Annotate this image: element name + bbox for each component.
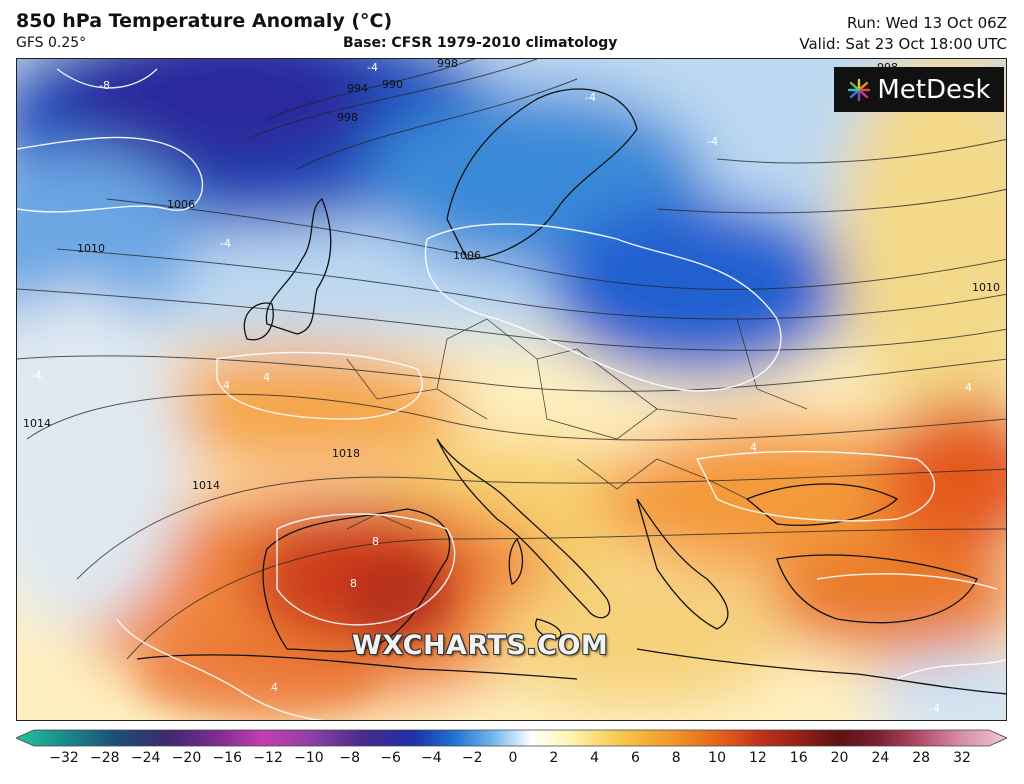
country-borders <box>346 318 808 530</box>
colorbar-tick-label: 4 <box>590 750 600 766</box>
metdesk-logo-text: MetDesk <box>877 74 991 105</box>
colorbar-tick-label: −16 <box>212 750 243 766</box>
isobar-lines <box>17 59 1006 660</box>
anomaly-label: -4 <box>929 702 940 715</box>
anomaly-label: -4 <box>585 91 596 104</box>
colorbar-ramp <box>15 729 1008 747</box>
run-time-label: Run: Wed 13 Oct 06Z <box>847 14 1007 32</box>
colorbar-tick-label: −6 <box>380 750 401 766</box>
anomaly-label-group: -8 -4 -4 -4 -4 -4 4 4 8 8 4 4 4 -4 <box>31 61 972 715</box>
colorbar-tick-label: 6 <box>630 750 640 766</box>
wxcharts-watermark: WXCHARTS.COM <box>352 630 609 661</box>
colorbar-tick-label: −10 <box>294 750 324 766</box>
map-canvas: 998 994 990 998 1006 1010 1006 1014 1018… <box>17 59 1006 720</box>
colorbar-tick-label: 24 <box>871 750 890 766</box>
anomaly-map: 998 994 990 998 1006 1010 1006 1014 1018… <box>16 58 1007 721</box>
isobar-label: 1014 <box>192 479 220 492</box>
colorbar-tick-label: 2 <box>549 750 559 766</box>
anomaly-label: 4 <box>263 371 270 384</box>
anomaly-label: 4 <box>965 381 972 394</box>
colorbar-tick-label: 20 <box>830 750 849 766</box>
anomaly-label: -4 <box>367 61 378 74</box>
isobar-label: 1010 <box>972 281 1000 294</box>
anomaly-label: -4 <box>220 237 231 250</box>
isobar-label: 990 <box>382 78 403 91</box>
colorbar-tick-label: −20 <box>171 750 202 766</box>
isobar-label: 1018 <box>332 447 360 460</box>
colorbar-tick-label: 0 <box>508 750 518 766</box>
anomaly-label: 8 <box>350 577 357 590</box>
isobar-label: 1006 <box>167 198 195 211</box>
climatology-base-label: Base: CFSR 1979-2010 climatology <box>343 35 618 51</box>
isobar-label: 1010 <box>77 242 105 255</box>
colorbar-tick-label: −28 <box>90 750 120 766</box>
colorbar-tick-label: 32 <box>953 750 971 766</box>
anomaly-label: 4 <box>223 379 230 392</box>
colorbar-tick-label: 10 <box>708 750 726 766</box>
colorbar-tick-label: −24 <box>130 750 161 766</box>
anomaly-label: 4 <box>271 681 278 694</box>
isobar-label: 1006 <box>453 249 481 262</box>
anomaly-label: 4 <box>750 441 757 454</box>
chart-title: 850 hPa Temperature Anomaly (°C) <box>16 10 393 32</box>
isobar-label: 994 <box>347 82 368 95</box>
metdesk-logo: MetDesk <box>834 67 1004 112</box>
colorbar-tick-label: 8 <box>671 750 681 766</box>
anomaly-label: 8 <box>372 535 379 548</box>
colorbar-tick-label: 28 <box>912 750 931 766</box>
chart-header: 850 hPa Temperature Anomaly (°C) GFS 0.2… <box>0 0 1024 58</box>
anomaly-contours <box>17 68 1006 720</box>
anomaly-label: -8 <box>99 79 110 92</box>
colorbar-tick-label: −4 <box>421 750 442 766</box>
isobar-label: 998 <box>437 59 458 70</box>
colorbar: −32 −28 −24 −20 −16 −12 −10 −8 −6 −4 −2 0 2 4 6 8 10 12 16… <box>15 728 1008 780</box>
colorbar-tick-label: 12 <box>748 750 767 766</box>
colorbar-tick-label: −8 <box>339 750 361 766</box>
isobar-label-group: 998 994 990 998 1006 1010 1006 1014 1018… <box>23 59 1000 492</box>
valid-time-label: Valid: Sat 23 Oct 18:00 UTC <box>799 35 1007 53</box>
metdesk-burst-icon <box>847 78 871 102</box>
colorbar-tick-label: −32 <box>49 750 79 766</box>
coastlines <box>136 88 1006 695</box>
colorbar-tick-label: −2 <box>461 750 483 766</box>
colorbar-tick-label: 16 <box>789 750 808 766</box>
isobar-label: 998 <box>337 111 358 124</box>
anomaly-label: -4 <box>707 135 718 148</box>
colorbar-tick-label: −12 <box>253 750 283 766</box>
model-label: GFS 0.25° <box>16 35 87 51</box>
anomaly-label: -4 <box>31 369 42 382</box>
isobar-label: 1014 <box>23 417 51 430</box>
